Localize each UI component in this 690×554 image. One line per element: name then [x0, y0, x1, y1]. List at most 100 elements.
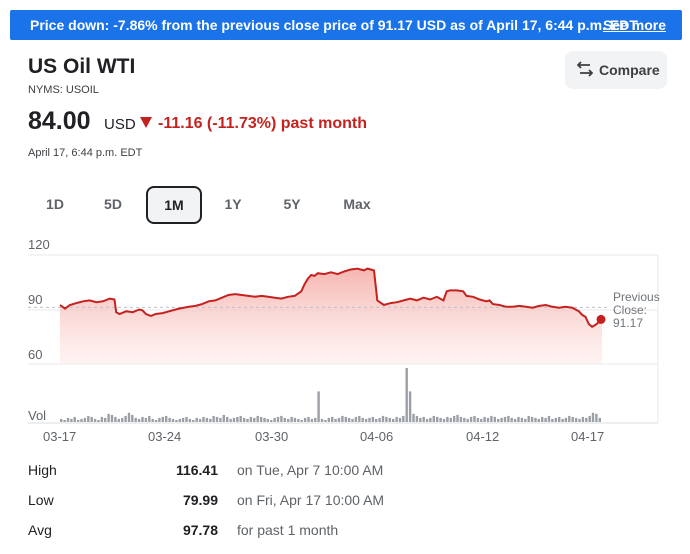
- volume-bar: [93, 418, 97, 422]
- volume-bar: [497, 418, 500, 422]
- volume-bar: [449, 417, 452, 422]
- volume-bar: [456, 414, 459, 422]
- volume-bar: [500, 417, 503, 422]
- volume-bar: [110, 414, 114, 422]
- price-line: [59, 267, 603, 329]
- volume-bar: [378, 417, 381, 422]
- price-change: -11.16 (-11.73%) past month: [140, 115, 367, 133]
- volume-bar: [97, 420, 100, 422]
- volume-bar: [595, 413, 598, 422]
- swap-arrows-icon: [576, 60, 594, 81]
- volume-bar: [215, 416, 219, 422]
- volume-bar: [334, 418, 337, 422]
- volume-bar: [300, 420, 303, 422]
- volume-bar: [537, 418, 540, 422]
- tab-5d[interactable]: 5D: [104, 196, 122, 212]
- stat-low-note: on Fri, Apr 17 10:00 AM: [237, 492, 385, 508]
- volume-bar: [381, 415, 385, 422]
- volume-bar: [229, 418, 232, 422]
- tab-1d[interactable]: 1D: [46, 196, 64, 212]
- volume-bar: [181, 417, 185, 422]
- volume-bar: [232, 417, 236, 422]
- volume-bar: [246, 418, 249, 422]
- volume-bar: [331, 416, 334, 422]
- see-more-link[interactable]: See more: [602, 17, 666, 33]
- volume-bar: [185, 416, 188, 422]
- volume-bar: [168, 417, 171, 422]
- ticker-symbol: NYMS: USOIL: [28, 84, 99, 96]
- volume-bar: [375, 418, 378, 422]
- volume-bar: [242, 417, 246, 422]
- volume-bar: [165, 415, 168, 422]
- volume-bar: [161, 416, 164, 422]
- volume-bar: [290, 416, 293, 422]
- down-arrow-icon: [140, 117, 152, 128]
- stat-high-label: High: [28, 462, 57, 478]
- volume-bar: [581, 416, 585, 422]
- volume-bar: [76, 420, 80, 422]
- volume-bar: [124, 415, 127, 422]
- volume-bar: [422, 416, 425, 422]
- volume-bar: [117, 418, 120, 422]
- quote-timestamp: April 17, 6:44 p.m. EDT: [28, 147, 143, 159]
- volume-bar: [483, 416, 486, 422]
- volume-bar: [121, 417, 124, 422]
- volume-bar: [405, 368, 408, 422]
- tab-1m[interactable]: 1M: [146, 186, 202, 224]
- volume-bar: [293, 417, 297, 422]
- volume-bar: [469, 416, 473, 422]
- volume-bar: [564, 417, 568, 422]
- stat-avg-note: for past 1 month: [237, 522, 339, 538]
- volume-bar: [415, 415, 419, 422]
- volume-bar: [273, 417, 276, 422]
- volume-bar: [466, 418, 469, 422]
- volume-bar: [239, 415, 242, 422]
- volume-bar: [554, 417, 557, 422]
- volume-bar: [104, 417, 107, 422]
- volume-bar: [344, 416, 347, 422]
- tab-5y[interactable]: 5Y: [283, 196, 301, 212]
- volume-bar: [154, 420, 158, 422]
- volume-bar: [578, 418, 581, 422]
- volume-bar: [337, 417, 341, 422]
- volume-bar: [388, 417, 391, 422]
- volume-bar: [158, 417, 161, 422]
- volume-bar: [524, 418, 527, 422]
- volume-bar: [368, 417, 371, 422]
- volume-bar: [283, 417, 286, 422]
- volume-bar: [402, 415, 405, 422]
- volume-bar: [347, 417, 351, 422]
- volume-bar: [517, 416, 520, 422]
- stat-high-note: on Tue, Apr 7 10:00 AM: [237, 462, 384, 478]
- volume-bar: [398, 417, 402, 422]
- tab-max[interactable]: Max: [343, 196, 371, 212]
- volume-bar: [263, 417, 266, 422]
- volume-bar: [202, 416, 205, 422]
- tab-1y[interactable]: 1Y: [224, 196, 242, 212]
- compare-button[interactable]: Compare: [565, 51, 667, 89]
- volume-bar: [568, 415, 571, 422]
- volume-bar: [507, 415, 510, 422]
- volume-bar: [442, 418, 446, 422]
- volume-bar: [175, 420, 178, 422]
- volume-bar: [280, 415, 283, 422]
- instrument-name: US Oil WTI: [28, 55, 136, 78]
- volume-bar: [80, 418, 83, 422]
- volume-bar: [385, 416, 388, 422]
- volume-bar: [178, 418, 181, 422]
- volume-bar: [530, 416, 534, 422]
- volume-bar: [70, 418, 73, 422]
- volume-bar: [131, 414, 134, 422]
- volume-bar: [127, 412, 131, 422]
- x-tick-04-06: 04-06: [360, 429, 393, 444]
- volume-bar: [544, 417, 547, 422]
- volume-bar: [520, 417, 524, 422]
- volume-bar: [436, 416, 439, 422]
- volume-bar: [212, 415, 215, 422]
- volume-bar: [151, 418, 154, 422]
- volume-bar: [351, 418, 354, 422]
- x-tick-04-12: 04-12: [466, 429, 499, 444]
- volume-bar: [73, 416, 76, 422]
- volume-bar: [226, 416, 229, 422]
